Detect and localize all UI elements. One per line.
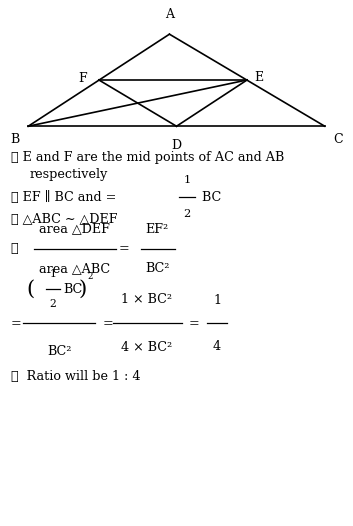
Text: =: = [102,317,113,330]
Text: (: ( [26,280,35,299]
Text: respectively: respectively [30,168,108,181]
Text: =: = [118,242,129,255]
Text: B: B [10,133,19,146]
Text: D: D [172,139,181,153]
Text: 2: 2 [49,299,56,309]
Text: F: F [78,73,86,85]
Text: ∴ EF ∥ BC and =: ∴ EF ∥ BC and = [11,191,116,204]
Text: =: = [189,317,199,330]
Text: 2: 2 [184,209,191,219]
Text: BC²: BC² [47,345,72,358]
Text: area △DEF: area △DEF [39,222,109,236]
Text: 4: 4 [213,340,221,353]
Text: ∴ E and F are the mid points of AC and AB: ∴ E and F are the mid points of AC and A… [11,151,284,164]
Text: ): ) [78,280,86,299]
Text: 4 × BC²: 4 × BC² [121,341,172,354]
Text: 1 × BC²: 1 × BC² [121,293,172,306]
Text: BC: BC [63,283,82,296]
Text: ∴ △ABC ∼ △DEF: ∴ △ABC ∼ △DEF [11,213,117,226]
Text: 1: 1 [49,269,56,279]
Text: BC: BC [198,191,222,204]
Text: 2: 2 [88,271,93,281]
Text: EF²: EF² [145,222,169,236]
Text: 1: 1 [213,294,221,307]
Text: ∴: ∴ [11,242,18,255]
Text: =: = [11,317,21,330]
Text: area △ABC: area △ABC [38,262,110,275]
Text: ∴  Ratio will be 1 : 4: ∴ Ratio will be 1 : 4 [11,370,140,382]
Text: A: A [165,8,174,21]
Text: C: C [334,133,343,146]
Text: 1: 1 [184,175,191,185]
Text: E: E [254,71,263,84]
Text: BC²: BC² [145,262,169,275]
